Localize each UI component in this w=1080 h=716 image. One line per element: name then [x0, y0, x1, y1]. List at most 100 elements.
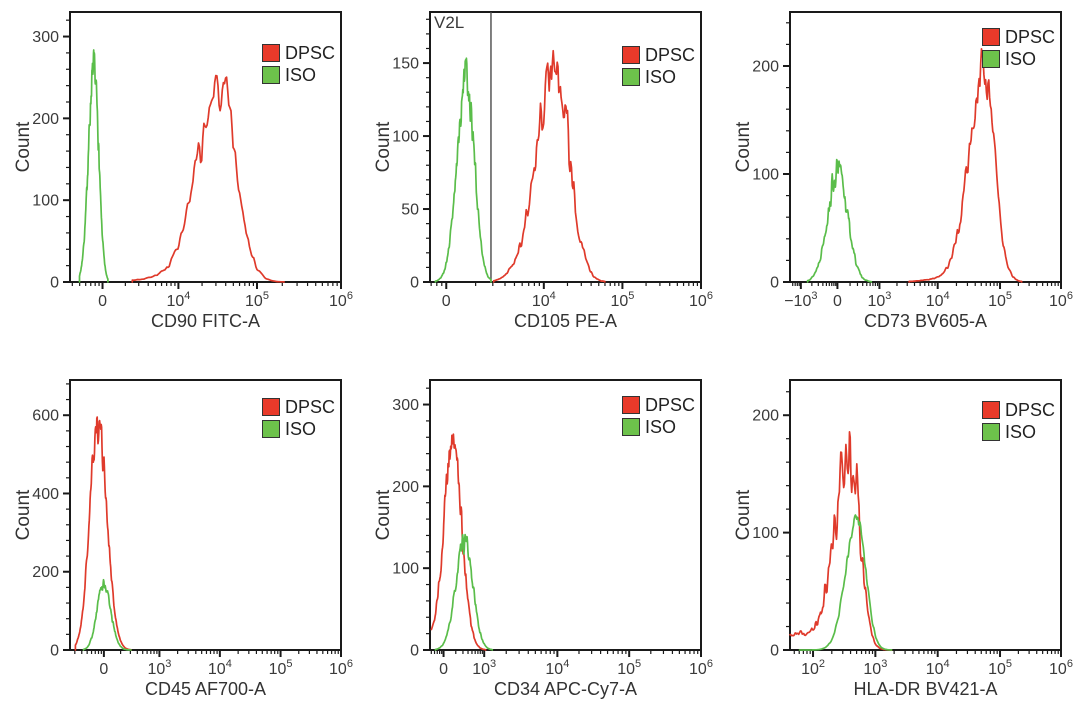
x-axis-label-cd105: CD105 PE-A: [513, 311, 618, 331]
plot-border: [69, 379, 342, 651]
legend-entry-iso: ISO: [982, 423, 1055, 441]
svg-text:0: 0: [442, 293, 451, 310]
svg-text:0: 0: [439, 661, 448, 678]
series-iso: [434, 57, 492, 283]
panel-cd90-fitc: 0 100 200 300 0 104 105 106 Count CD90 FITC-A D…: [0, 0, 360, 348]
plot-border: [789, 11, 1062, 283]
svg-text:100: 100: [32, 193, 59, 210]
legend-swatch-iso-icon: [262, 420, 280, 438]
svg-text:106: 106: [1049, 658, 1073, 678]
legend-swatch-iso-icon: [982, 423, 1000, 441]
y-axis: 0 100 200 300: [392, 387, 430, 660]
legend-label-dpsc: DPSC: [285, 43, 336, 63]
y-axis-label: Count: [13, 121, 34, 173]
svg-text:600: 600: [32, 408, 59, 425]
svg-text:300: 300: [32, 29, 59, 46]
legend-swatch-iso-icon: [262, 66, 280, 84]
legend-entry-dpsc: DPSC: [982, 401, 1055, 419]
svg-text:105: 105: [617, 658, 641, 678]
svg-text:300: 300: [392, 397, 419, 414]
legend-label-iso: ISO: [285, 419, 317, 439]
svg-text:50: 50: [401, 202, 419, 219]
svg-text:103: 103: [863, 658, 887, 678]
legend-entry-iso: ISO: [262, 66, 335, 84]
plot-legend: DPSC ISO: [622, 46, 695, 90]
cd73-histogram-plot: 0 100 200 −103 0 103 104 105 106: [752, 11, 1073, 310]
legend-swatch-iso-icon: [982, 50, 1000, 68]
plot-border: [789, 379, 1062, 651]
svg-text:105: 105: [245, 290, 269, 310]
legend-entry-iso: ISO: [982, 50, 1055, 68]
x-axis: 0 104 105 106: [430, 282, 713, 310]
svg-text:105: 105: [988, 658, 1012, 678]
svg-text:104: 104: [545, 658, 569, 678]
svg-text:150: 150: [392, 56, 419, 73]
x-axis-label-cd34: CD34 APC-Cy7-A: [493, 679, 638, 699]
series-dpsc: [74, 416, 132, 651]
svg-text:0: 0: [770, 643, 779, 660]
svg-text:105: 105: [988, 290, 1012, 310]
svg-text:0: 0: [410, 643, 419, 660]
x-axis: 0 103 104 105 106: [74, 650, 353, 678]
svg-text:106: 106: [689, 658, 713, 678]
plot-legend: DPSC ISO: [262, 44, 335, 88]
hladr-histogram-plot: 0 100 200 102 103 104 105 106: [752, 379, 1073, 678]
legend-swatch-dpsc-icon: [262, 44, 280, 62]
legend-entry-dpsc: DPSC: [262, 398, 335, 416]
legend-label-dpsc: DPSC: [645, 395, 696, 415]
plot-legend: DPSC ISO: [982, 28, 1055, 72]
svg-text:200: 200: [32, 111, 59, 128]
plot-border: [429, 379, 702, 651]
legend-entry-dpsc: DPSC: [622, 396, 695, 414]
y-axis: 0 200 400 600: [32, 383, 70, 660]
svg-text:0: 0: [410, 275, 419, 292]
panel-cd105-pe: 0 50 100 150 0 104 105 106 V2L Count CD105 PE-A…: [360, 0, 720, 348]
x-axis-label-hladr: HLA-DR BV421-A: [853, 679, 998, 699]
plot-legend: DPSC ISO: [622, 396, 695, 440]
svg-text:100: 100: [752, 525, 779, 542]
x-axis: 0 103 104 105 106: [430, 650, 713, 678]
legend-entry-iso: ISO: [622, 418, 695, 436]
legend-label-dpsc: DPSC: [1005, 400, 1056, 420]
x-axis: 0 104 105 106: [71, 282, 353, 310]
plot-border: [69, 11, 342, 283]
legend-swatch-dpsc-icon: [622, 46, 640, 64]
series-iso: [806, 158, 873, 283]
svg-text:0: 0: [50, 275, 59, 292]
series-dpsc: [492, 49, 606, 283]
x-axis-label-cd73: CD73 BV605-A: [863, 311, 988, 331]
legend-label-iso: ISO: [285, 65, 317, 85]
svg-text:400: 400: [32, 486, 59, 503]
legend-swatch-dpsc-icon: [982, 401, 1000, 419]
svg-text:200: 200: [752, 408, 779, 425]
series-iso: [78, 49, 109, 283]
series-iso: [82, 578, 132, 651]
legend-label-dpsc: DPSC: [645, 45, 696, 65]
legend-label-iso: ISO: [1005, 49, 1037, 69]
svg-text:0: 0: [99, 661, 108, 678]
svg-text:103: 103: [147, 658, 171, 678]
svg-text:100: 100: [752, 167, 779, 184]
svg-text:103: 103: [472, 658, 496, 678]
svg-text:104: 104: [926, 658, 950, 678]
svg-text:0: 0: [770, 275, 779, 292]
legend-label-iso: ISO: [645, 417, 677, 437]
legend-label-dpsc: DPSC: [1005, 27, 1056, 47]
cd34-histogram-plot: 0 100 200 300 0 103 104 105 106: [392, 379, 713, 678]
svg-text:0: 0: [833, 293, 842, 310]
y-axis-label: Count: [373, 121, 394, 173]
plot-legend: DPSC ISO: [262, 398, 335, 442]
plot-legend: DPSC ISO: [982, 401, 1055, 445]
legend-entry-iso: ISO: [622, 68, 695, 86]
x-axis: −103 0 103 104 105 106: [784, 282, 1073, 310]
svg-text:104: 104: [532, 290, 556, 310]
panel-cd73-bv605: 0 100 200 −103 0 103 104 105 106 Count CD73 BV60…: [720, 0, 1080, 348]
svg-text:106: 106: [689, 290, 713, 310]
svg-text:103: 103: [867, 290, 891, 310]
x-axis-label-cd45: CD45 AF700-A: [144, 679, 267, 699]
y-axis-label: Count: [373, 489, 394, 541]
svg-text:200: 200: [32, 564, 59, 581]
legend-label-iso: ISO: [1005, 422, 1037, 442]
legend-swatch-iso-icon: [622, 68, 640, 86]
